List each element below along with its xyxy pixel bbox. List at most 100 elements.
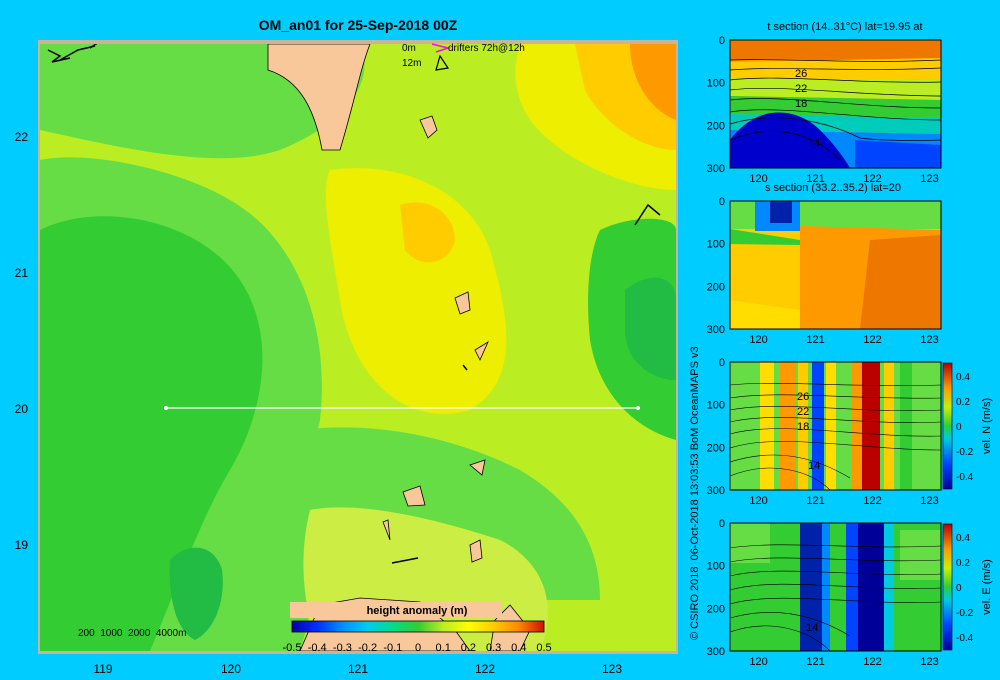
map-y-tick-label: 21: [15, 266, 29, 280]
vel-colorbar-tick-label: 0.4: [956, 533, 970, 544]
vel-colorbar-tick-label: 0.4: [956, 372, 970, 383]
t-section-panel: t section (14..31°C) lat=19.95 at: [729, 21, 942, 169]
section-y-tick-label: 100: [707, 239, 725, 251]
vel-colorbar-tick-label: 0.2: [956, 397, 970, 408]
section-x-tick-label: 120: [749, 495, 767, 507]
anomaly-region-east-deep-orange: [630, 44, 676, 120]
colorbar-tick-label: -0.1: [383, 642, 402, 654]
map-x-tick-label: 119: [93, 662, 112, 676]
section-y-tick-label: 300: [707, 485, 725, 497]
section-x-tick-label: 122: [863, 334, 881, 346]
island-3: [474, 340, 489, 361]
vel-n-contour-label: 26: [797, 391, 809, 403]
t-contour-label: 26: [795, 68, 807, 80]
colorbar-tick-label: -0.3: [333, 642, 352, 654]
section-x-tick-label: 121: [806, 334, 824, 346]
main-title: OM_an01 for 25-Sep-2018 00Z: [259, 17, 458, 33]
drifter-legend: 0m 12m drifters 72h@12h: [402, 43, 525, 71]
anomaly-region-orange-center: [400, 202, 455, 263]
map-x-tick-label: 120: [221, 662, 241, 676]
section-x-tick-label: 123: [920, 173, 938, 185]
vel-e-colorbar: [942, 523, 953, 651]
map-y-tick-label: 19: [15, 538, 29, 552]
island-5: [402, 485, 426, 507]
section-line-start: [164, 406, 168, 410]
map-y-axis: 19 20 21 22: [15, 130, 29, 552]
section-x-tick-label: 121: [806, 495, 824, 507]
s-section-title: s section (33.2..35.2) lat=20: [765, 182, 901, 194]
section-y-tick-label: 0: [719, 196, 725, 208]
colorbar-tick-label: -0.5: [283, 642, 302, 654]
section-y-tick-label: 300: [707, 163, 725, 175]
colorbar-title: height anomaly (m): [367, 605, 468, 617]
t-contour-label: 14: [808, 137, 820, 149]
vel-colorbar-tick-label: -0.2: [956, 608, 974, 619]
drifter-0m-icon: [431, 43, 451, 53]
section-x-tick-label: 121: [806, 656, 824, 668]
map-y-tick-label: 20: [15, 402, 29, 416]
vel-colorbar-tick-label: -0.2: [956, 447, 974, 458]
t-contour-label: 22: [795, 83, 807, 95]
anomaly-region-west-core: [40, 216, 263, 651]
section-x-tick-label: 121: [806, 173, 824, 185]
depth-0m-label: 0m: [402, 43, 416, 54]
section-y-tick-label: 0: [719, 357, 725, 369]
section-x-tick-label: 122: [863, 495, 881, 507]
vel-n-contour-label: 22: [797, 406, 809, 418]
vel-n-colorbar-label: vel. N (m/s): [981, 398, 993, 454]
taiwan-land: [267, 44, 371, 151]
island-4: [469, 459, 486, 476]
section-y-tick-label: 200: [707, 603, 725, 615]
drifter-12m-icon: [435, 54, 450, 71]
depth-scale-label: 200 1000 2000 4000m: [78, 628, 186, 639]
section-x-tick-label: 123: [920, 495, 938, 507]
section-x-tick-label: 123: [920, 656, 938, 668]
section-x-tick-label: 120: [749, 334, 767, 346]
vel-n-contour-label: 18: [797, 421, 809, 433]
vel-n-section-panel: 26 22 18 14 vel. N (m/s): [729, 361, 993, 491]
island-6: [382, 519, 391, 541]
drifter-marks: [47, 44, 661, 564]
map-y-tick-label: 22: [15, 130, 29, 144]
section-x-tick-label: 122: [863, 173, 881, 185]
section-y-tick-label: 0: [719, 35, 725, 47]
depth-12m-label: 12m: [402, 58, 421, 69]
s-section-panel: s section (33.2..35.2) lat=20: [729, 182, 942, 330]
island-1: [419, 115, 438, 139]
vel-colorbar-tick-label: -0.4: [956, 472, 974, 483]
vel-colorbar-tick-label: -0.4: [956, 633, 974, 644]
vel-colorbar-tick-label: 0.2: [956, 558, 970, 569]
t-contour-label: 18: [795, 98, 807, 110]
section-y-tick-label: 100: [707, 400, 725, 412]
section-y-tick-label: 200: [707, 120, 725, 132]
section-y-tick-label: 100: [707, 78, 725, 90]
section-y-tick-label: 0: [719, 518, 725, 530]
section-x-tick-label: 123: [920, 334, 938, 346]
t-section-title: t section (14..31°C) lat=19.95 at: [767, 21, 922, 33]
section-x-tick-label: 122: [863, 656, 881, 668]
section-y-tick-label: 300: [707, 646, 725, 658]
section-line-end: [636, 406, 640, 410]
map-x-tick-label: 123: [602, 662, 622, 676]
section-x-tick-label: 120: [749, 173, 767, 185]
vel-n-colorbar: [942, 362, 953, 490]
colorbar-tick-label: 0.2: [461, 642, 476, 654]
island-7: [469, 539, 483, 563]
vel-colorbar-tick-label: 0: [956, 422, 962, 433]
vel-e-contour-label: 14: [806, 622, 818, 634]
anomaly-colorbar: height anomaly (m) -0.5 -0.4 -0.3 -0.2 -0.1 0…: [283, 602, 552, 654]
colorbar-tick-label: 0.5: [536, 642, 551, 654]
vel-colorbar-tick-label: 0: [956, 583, 962, 594]
colorbar-tick-label: 0.4: [511, 642, 526, 654]
drifters-label: drifters 72h@12h: [448, 43, 525, 54]
section-y-tick-label: 200: [707, 442, 725, 454]
map-x-tick-label: 122: [475, 662, 495, 676]
colorbar-tick-label: -0.2: [358, 642, 377, 654]
colorbar-tick-label: 0.3: [486, 642, 501, 654]
section-y-tick-label: 200: [707, 281, 725, 293]
side-credit: © CSIRO 2018 06-Oct-2018 13:03:53 BoM Oc…: [689, 346, 701, 640]
colorbar-tick-label: 0.1: [436, 642, 451, 654]
height-anomaly-map: 119 120 121 122 123 19 20 21 22 0m 12m d…: [15, 40, 678, 676]
vel-n-contour-label: 14: [808, 460, 820, 472]
